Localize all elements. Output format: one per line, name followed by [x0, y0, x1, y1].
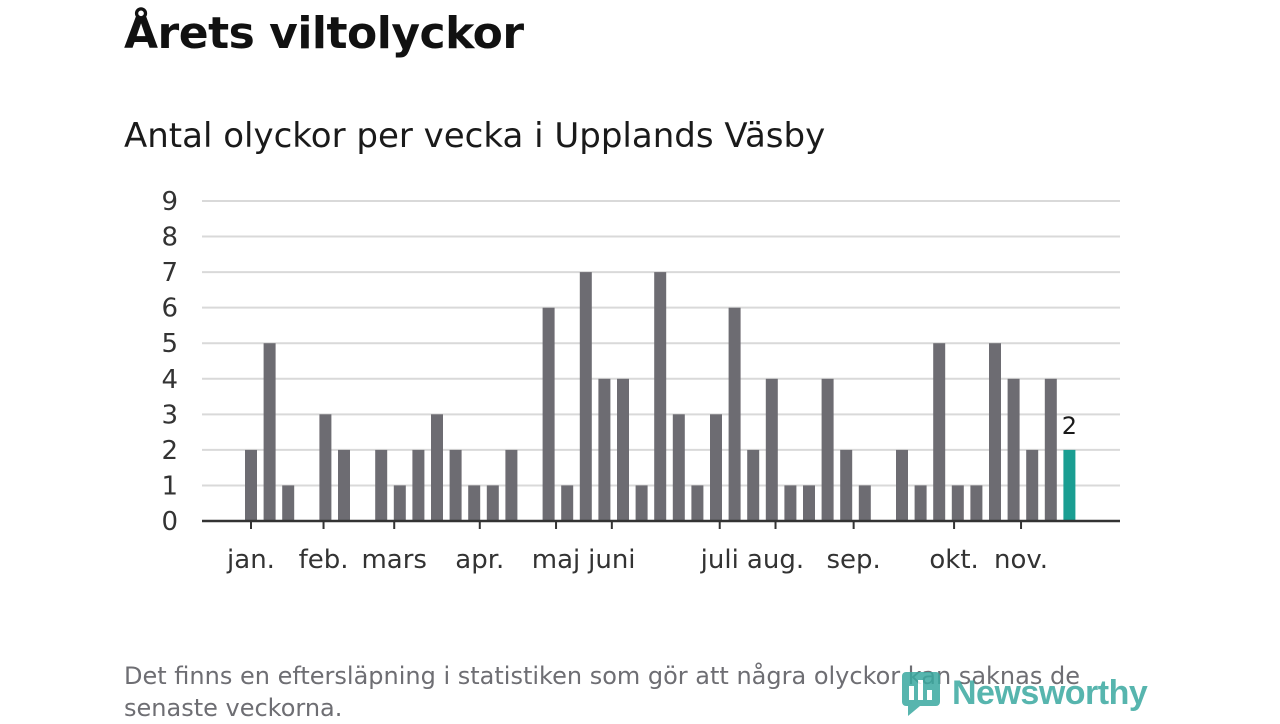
- y-tick-label: 7: [161, 258, 178, 288]
- bar: [542, 307, 555, 521]
- x-tick-label: okt.: [929, 545, 978, 575]
- bar: [970, 485, 983, 521]
- x-tick-label: aug.: [747, 545, 804, 575]
- bar: [840, 449, 853, 521]
- bar: [338, 449, 350, 521]
- bar: [747, 449, 760, 521]
- y-tick-label: 6: [161, 294, 178, 324]
- x-tick-label: juli: [700, 545, 739, 575]
- brand-name: Newsworthy: [952, 673, 1148, 712]
- bar: [505, 449, 518, 521]
- bar-highlight: [1063, 449, 1076, 521]
- bar-chart: 0 1 2 3 4 5 6 7 8 9 jan. feb. mars apr. maj juni juli au…: [161, 187, 1120, 575]
- bar: [914, 485, 927, 521]
- bar: [245, 449, 257, 521]
- bar: [561, 485, 574, 521]
- x-tick-label: maj: [532, 545, 580, 575]
- x-tick-label: apr.: [455, 545, 504, 575]
- brand-logo: Newsworthy: [900, 668, 1148, 718]
- bar: [263, 343, 276, 521]
- bar: [803, 485, 815, 521]
- bar: [449, 449, 462, 521]
- bar: [431, 414, 443, 521]
- bar: [728, 307, 741, 521]
- x-tick-label: jan.: [226, 545, 275, 575]
- data-labels: 2: [1062, 412, 1077, 440]
- bar: [486, 485, 499, 521]
- bar: [579, 272, 592, 521]
- y-tick-label: 2: [161, 436, 178, 466]
- bar: [412, 449, 425, 521]
- y-tick-label: 3: [161, 400, 178, 430]
- bar: [393, 485, 406, 521]
- y-tick-label: 9: [161, 187, 178, 217]
- y-tick-label: 0: [161, 507, 178, 537]
- bar: [282, 485, 295, 521]
- bar: [784, 485, 797, 521]
- bar: [1026, 449, 1039, 521]
- bar: [858, 485, 871, 521]
- y-tick-label: 5: [161, 329, 178, 359]
- bar: [375, 449, 388, 521]
- bar: [1044, 378, 1057, 521]
- bar: [691, 485, 704, 521]
- y-axis-ticks: 0 1 2 3 4 5 6 7 8 9: [161, 187, 178, 537]
- bar: [765, 378, 778, 521]
- x-tick-label: mars: [361, 545, 427, 575]
- bar: [896, 449, 908, 521]
- bar: [951, 485, 964, 521]
- x-tick-label: sep.: [826, 545, 880, 575]
- bar: [617, 378, 629, 521]
- bar: [654, 272, 667, 521]
- bars: [245, 272, 1076, 521]
- data-label-latest: 2: [1062, 412, 1077, 440]
- y-tick-label: 8: [161, 223, 178, 253]
- bar: [598, 378, 611, 521]
- chart-title: Årets viltolyckor: [124, 8, 524, 59]
- chart-subtitle: Antal olyckor per vecka i Upplands Väsby: [124, 116, 826, 156]
- x-tick-label: feb.: [299, 545, 349, 575]
- bar: [635, 485, 648, 521]
- newsworthy-logo-icon: [902, 672, 940, 716]
- bar: [468, 485, 481, 521]
- y-tick-label: 4: [161, 365, 178, 395]
- bar: [989, 343, 1001, 521]
- bar: [672, 414, 685, 521]
- x-tick-label: juni: [587, 545, 635, 575]
- x-axis: jan. feb. mars apr. maj juni juli aug. sep. okt. n…: [202, 519, 1120, 575]
- bar: [933, 343, 946, 521]
- x-tick-label: nov.: [994, 545, 1048, 575]
- bar: [319, 414, 332, 521]
- bar: [710, 414, 722, 521]
- bar: [821, 378, 834, 521]
- y-tick-label: 1: [161, 471, 178, 501]
- bar: [1007, 378, 1020, 521]
